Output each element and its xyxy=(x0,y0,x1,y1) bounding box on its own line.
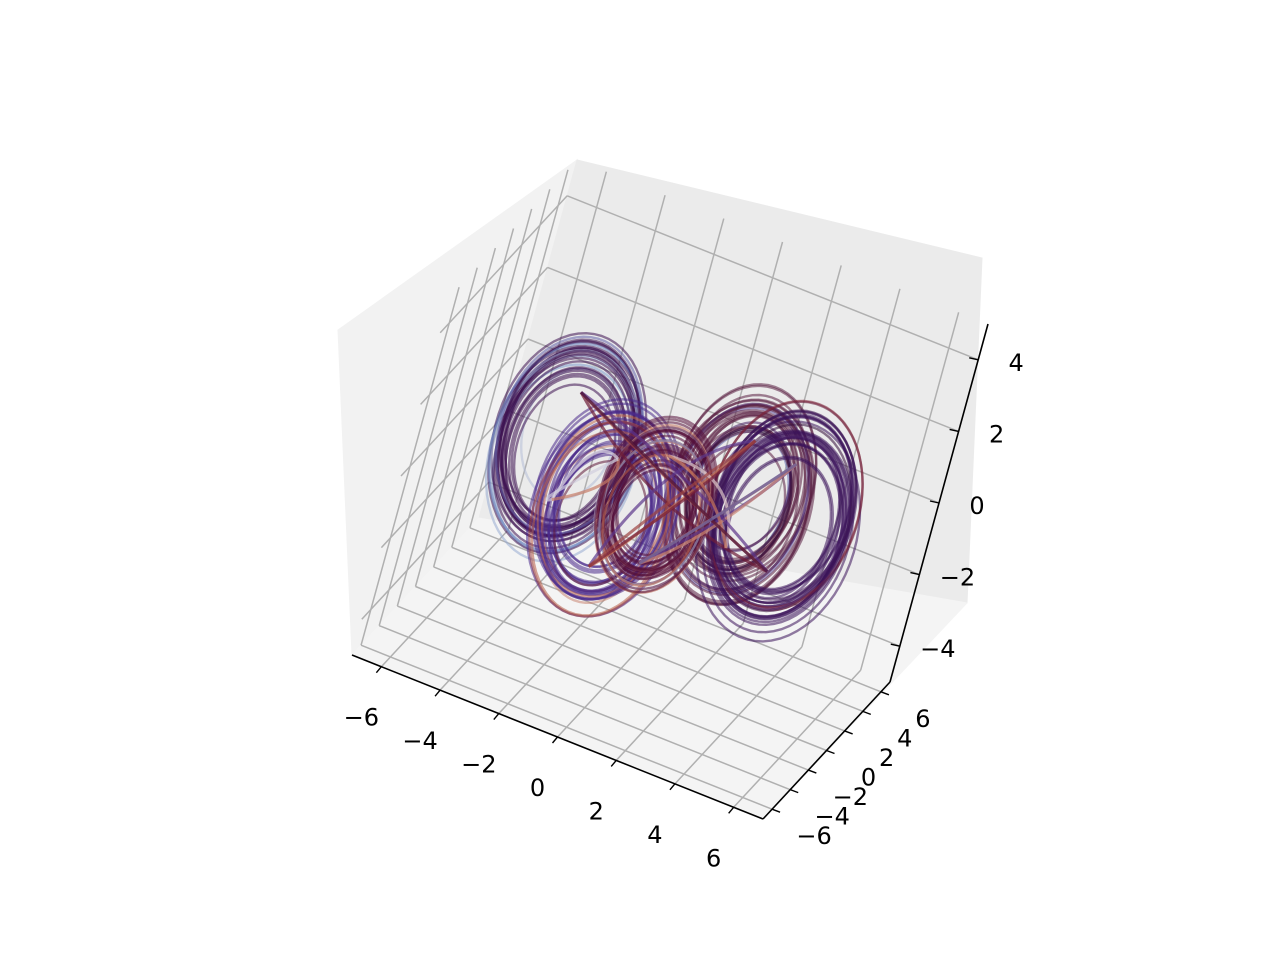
z-tick-tick xyxy=(910,571,920,576)
grid-line-y-floor xyxy=(415,585,827,752)
grid-line-z-left-wall xyxy=(420,266,549,405)
strand-line xyxy=(638,462,798,565)
trajectory-line xyxy=(694,420,862,643)
x-tick-tick xyxy=(669,783,676,791)
y-tick-tick xyxy=(844,730,853,735)
strand-line xyxy=(579,391,769,573)
z-tick-label: 0 xyxy=(969,492,984,520)
y-tick-label: 2 xyxy=(879,744,894,772)
y-tick-label: 4 xyxy=(897,724,912,752)
grid-line-y-floor xyxy=(397,605,809,771)
strand-line xyxy=(579,391,768,573)
strand-line xyxy=(580,391,769,573)
strand-line xyxy=(551,458,620,502)
y-tick-label: −2 xyxy=(833,783,868,811)
z-tick-label: 2 xyxy=(989,420,1004,448)
strand-line xyxy=(638,462,798,565)
grid-line-z-right-wall xyxy=(547,266,959,433)
strand-line xyxy=(550,449,620,501)
trajectory-line xyxy=(557,439,654,568)
y-tick-tick xyxy=(789,788,799,794)
z-tick-label: −4 xyxy=(920,635,955,663)
x-tick-label: −6 xyxy=(344,704,379,732)
grid-line-z-left-wall xyxy=(361,481,490,620)
x-tick-tick xyxy=(728,806,735,814)
grid-line-z-left-wall xyxy=(400,338,529,477)
x-tick-tick xyxy=(493,713,500,721)
grid-line-y-floor xyxy=(360,644,773,810)
x-tick-label: −2 xyxy=(461,751,496,779)
x-tick-tick xyxy=(434,689,441,697)
trajectory-line xyxy=(707,399,864,609)
z-tick-tick xyxy=(890,643,900,647)
z-tick-tick xyxy=(949,428,959,433)
trajectory-line xyxy=(545,421,667,584)
trajectory-line xyxy=(601,421,715,572)
grid-line-y-floor xyxy=(433,566,845,732)
y-tick-tick xyxy=(771,808,781,813)
trajectory-line xyxy=(504,369,626,533)
y-tick-tick xyxy=(826,749,835,755)
grid-line-y-floor xyxy=(378,624,791,791)
y-tick-tick xyxy=(862,710,872,716)
x-tick-label: −4 xyxy=(402,727,437,755)
y-tick-label: 0 xyxy=(861,764,876,792)
tick-marks xyxy=(375,357,979,814)
y-tick-label: −4 xyxy=(815,803,850,831)
y-tick-label: 6 xyxy=(915,705,930,733)
trajectory-bundle-2 xyxy=(694,399,864,643)
x-tick-tick xyxy=(551,736,559,744)
x-tick-label: 2 xyxy=(589,797,604,825)
trajectory-line xyxy=(614,451,696,560)
z-tick-tick xyxy=(929,500,940,504)
y-tick-tick xyxy=(808,769,817,774)
grid-line-z-left-wall xyxy=(439,195,568,334)
x-tick-tick xyxy=(375,666,382,674)
z-tick-tick xyxy=(969,357,979,361)
trajectory-line xyxy=(507,372,623,527)
grid-line-z-left-wall xyxy=(380,410,509,549)
x-tick-label: 0 xyxy=(530,774,545,802)
z-tick-label: 4 xyxy=(1009,349,1024,377)
grid-line-y-floor xyxy=(451,546,864,713)
grid-lines xyxy=(360,169,979,810)
trajectory-line xyxy=(712,442,844,618)
strand-line xyxy=(587,439,756,568)
connecting-strands xyxy=(545,391,798,573)
z-tick-label: −2 xyxy=(940,564,975,592)
grid-line-z-right-wall xyxy=(566,195,979,361)
trajectory-line xyxy=(605,443,703,574)
attractor-trajectories xyxy=(485,331,864,643)
y-tick-label: −6 xyxy=(796,822,831,850)
x-tick-label: 6 xyxy=(706,844,721,872)
strand-line xyxy=(668,454,731,549)
y-tick-tick xyxy=(880,691,890,696)
x-tick-tick xyxy=(610,759,617,767)
x-tick-label: 4 xyxy=(647,821,662,849)
strand-line xyxy=(668,454,728,549)
strand-line xyxy=(587,439,757,568)
strand-line xyxy=(545,457,619,502)
trajectory-line xyxy=(714,435,847,612)
